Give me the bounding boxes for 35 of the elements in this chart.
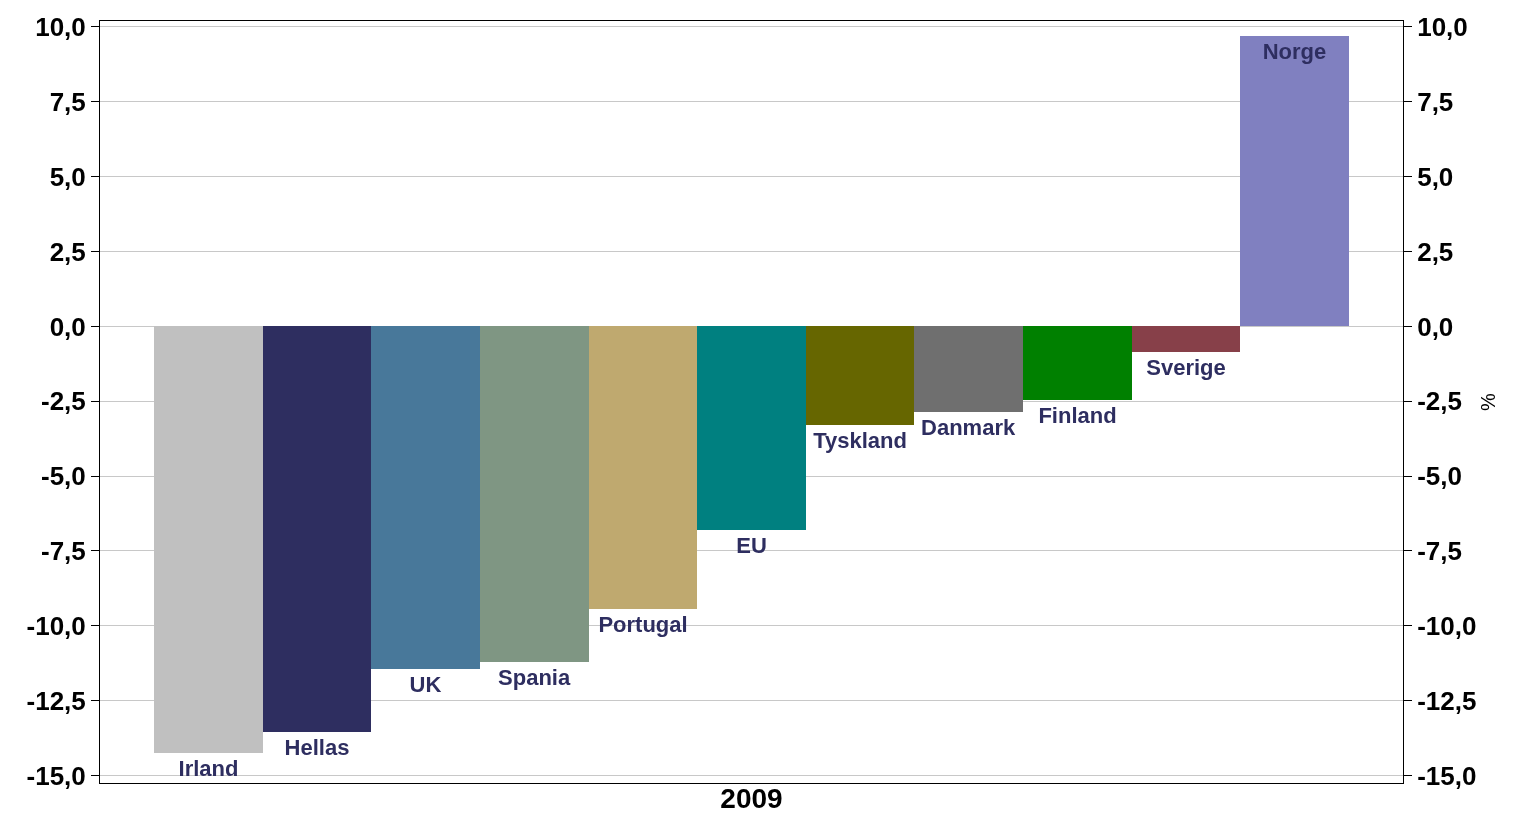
x-tick-label: Tyskland: [813, 428, 907, 453]
x-tick-label: Sverige: [1146, 355, 1226, 380]
y-tick-label: 7,5: [49, 86, 86, 117]
y-tick-label: -10,0: [26, 610, 86, 641]
x-axis-title: 2009: [720, 783, 783, 815]
x-tick-label: Irland: [178, 756, 239, 781]
y2-tick-label: -15,0: [1417, 760, 1477, 791]
y2-tick-label: -10,0: [1417, 610, 1477, 641]
y2-tick-label: 5,0: [1417, 161, 1454, 192]
y-tick-label: -7,5: [40, 536, 86, 567]
x-tick-label: Hellas: [284, 735, 350, 760]
x-tick-label: Portugal: [598, 612, 688, 637]
x-tick-label: UK: [409, 672, 442, 697]
x-tick-label: Danmark: [921, 415, 1016, 440]
x-tick-label: Finland: [1038, 403, 1117, 428]
y2-tick-label: -2,5: [1417, 386, 1463, 417]
y-tick-label: 10,0: [35, 12, 86, 43]
y-tick-label: -5,0: [40, 461, 86, 492]
y-tick-label: 5,0: [49, 161, 86, 192]
y2-axis-title: %: [1476, 392, 1499, 411]
y-tick-label: -15,0: [26, 760, 86, 791]
y-tick-label: -12,5: [26, 685, 86, 716]
y2-tick-label: -12,5: [1417, 685, 1477, 716]
x-tick-label: Norge: [1262, 39, 1327, 64]
x-tick-label: Spania: [498, 665, 571, 690]
y-tick-label: -2,5: [40, 386, 86, 417]
y2-tick-label: -5,0: [1417, 461, 1463, 492]
y2-tick-label: 2,5: [1417, 236, 1454, 267]
y2-tick-label: 7,5: [1417, 86, 1454, 117]
y-tick-label: 2,5: [49, 236, 86, 267]
y2-tick-label: 10,0: [1417, 12, 1468, 43]
x-tick-label: EU: [736, 533, 767, 558]
y2-tick-label: -7,5: [1417, 536, 1463, 567]
y-tick-label: 0,0: [49, 311, 86, 342]
y2-tick-label: 0,0: [1417, 311, 1454, 342]
